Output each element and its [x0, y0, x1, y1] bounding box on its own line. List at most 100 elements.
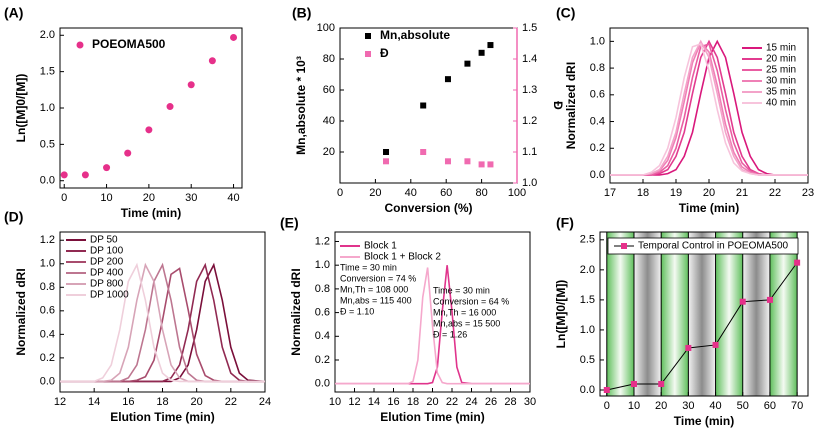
- data-point: [187, 81, 195, 89]
- y-axis-label: Normalized dRI: [14, 268, 28, 355]
- y-tick-label: 0.8: [40, 281, 55, 293]
- plot-frame: [59, 27, 243, 189]
- x-tick-label: 20: [191, 396, 203, 408]
- plot-frame: [599, 231, 809, 397]
- y-tick-label: 0.2: [40, 352, 55, 364]
- legend-label: 30 min: [766, 76, 796, 87]
- light-band: [742, 232, 770, 396]
- y-tick-label: 100: [317, 22, 335, 34]
- y-tick-label: 0.5: [40, 138, 55, 150]
- data-point: [230, 33, 238, 41]
- light-band: [661, 232, 689, 396]
- annotation: Conversion = 74 %: [340, 273, 416, 283]
- y-tick-label: 0.2: [590, 142, 605, 154]
- y-axis-label: Ln([M]0/[M]): [554, 280, 568, 349]
- annotation: Đ = 1.26: [433, 329, 467, 339]
- x-tick-label: 70: [791, 400, 803, 412]
- x-tick-label: 20: [703, 187, 715, 199]
- x-axis-label: Time (min): [121, 206, 181, 220]
- x-tick-label: 30: [185, 192, 197, 204]
- x-tick-label: 26: [485, 396, 497, 408]
- x-tick-label: 50: [737, 400, 749, 412]
- data-point: [124, 149, 132, 157]
- x-tick-label: 40: [405, 187, 417, 199]
- data-point: [420, 102, 427, 109]
- y-tick-label: 0.4: [315, 330, 330, 342]
- x-axis-label: Conversion (%): [384, 201, 472, 215]
- legend-marker: [365, 51, 371, 57]
- legend-marker: [365, 33, 371, 39]
- y-tick-label: 80: [323, 53, 335, 65]
- y-tick-label: 1.2: [315, 235, 330, 247]
- data-point: [383, 149, 390, 155]
- legend-label: DP 50: [90, 235, 118, 246]
- y-tick-label: 0.6: [40, 305, 55, 317]
- data-point: [478, 49, 485, 56]
- y-tick-label: 1.0: [40, 102, 55, 114]
- x-tick-label: 22: [225, 396, 237, 408]
- y-tick-label: 0.5: [580, 354, 595, 366]
- y-tick-label: 1.0: [580, 324, 595, 336]
- y-tick-label: 1.5: [40, 66, 55, 78]
- x-tick-label: 20: [369, 187, 381, 199]
- x-tick-label: 30: [524, 396, 536, 408]
- data-point: [145, 126, 153, 134]
- y-axis-label: Normalized dRI: [289, 268, 303, 355]
- x-tick-label: 18: [156, 396, 168, 408]
- x-tick-label: 100: [508, 187, 526, 199]
- x-tick-label: 40: [227, 192, 239, 204]
- y-tick-label: 0.0: [315, 378, 330, 390]
- legend-box: [607, 237, 799, 255]
- y2-axis-label: Đ: [551, 101, 565, 110]
- annotation: Time = 30 min: [433, 285, 490, 295]
- legend-label: DP 1000: [90, 290, 129, 301]
- data-point: [464, 60, 471, 67]
- legend-label: 35 min: [766, 87, 796, 98]
- data-point: [464, 158, 471, 165]
- x-tick-label: 18: [637, 187, 649, 199]
- y-tick-label: 0.4: [590, 115, 605, 127]
- legend-label: DP 800: [90, 279, 124, 290]
- data-point: [603, 386, 610, 393]
- data-point: [630, 380, 637, 387]
- y2-tick-label: 1.1: [522, 146, 537, 158]
- y-tick-label: 1.2: [40, 234, 55, 246]
- y-tick-label: 1.5: [580, 294, 595, 306]
- x-tick-label: 10: [628, 400, 640, 412]
- data-point: [166, 103, 174, 111]
- x-tick-label: 14: [368, 396, 380, 408]
- x-tick-label: 23: [802, 187, 814, 199]
- data-point: [658, 380, 665, 387]
- y2-tick-label: 1.0: [522, 177, 537, 189]
- x-tick-label: 22: [769, 187, 781, 199]
- annotation: Mn,abs = 15 500: [433, 318, 500, 328]
- legend-label: 40 min: [766, 98, 796, 109]
- x-tick-label: 30: [682, 400, 694, 412]
- x-tick-label: 0: [337, 187, 343, 199]
- panel-label: (F): [556, 215, 574, 231]
- legend-label: Block 1: [364, 241, 397, 252]
- legend-label: 15 min: [766, 43, 796, 54]
- data-point: [685, 344, 692, 351]
- y2-tick-label: 1.4: [522, 53, 537, 65]
- legend-label: Temporal Control in POEOMA500: [638, 241, 789, 252]
- y-tick-label: 0.8: [315, 283, 330, 295]
- y2-tick-label: 1.2: [522, 115, 537, 127]
- annotation: Đ = 1.10: [340, 306, 374, 316]
- legend-label: DP 100: [90, 246, 124, 257]
- legend-marker: [76, 41, 84, 49]
- y-tick-label: 0.0: [40, 175, 55, 187]
- x-tick-label: 80: [475, 187, 487, 199]
- light-band: [688, 232, 716, 396]
- legend-label: 25 min: [766, 65, 796, 76]
- panel-label: (E): [280, 215, 299, 231]
- legend-marker: [621, 243, 627, 249]
- x-tick-label: 0: [61, 192, 67, 204]
- panel-label: (C): [556, 5, 575, 21]
- y2-tick-label: 1.5: [522, 22, 537, 34]
- x-tick-label: 20: [655, 400, 667, 412]
- y-tick-label: 1.0: [315, 259, 330, 271]
- annotation: Time = 30 min: [340, 262, 397, 272]
- annotation: Mn,abs = 115 400: [340, 295, 412, 305]
- annotation: Mn,Th = 108 000: [340, 284, 408, 294]
